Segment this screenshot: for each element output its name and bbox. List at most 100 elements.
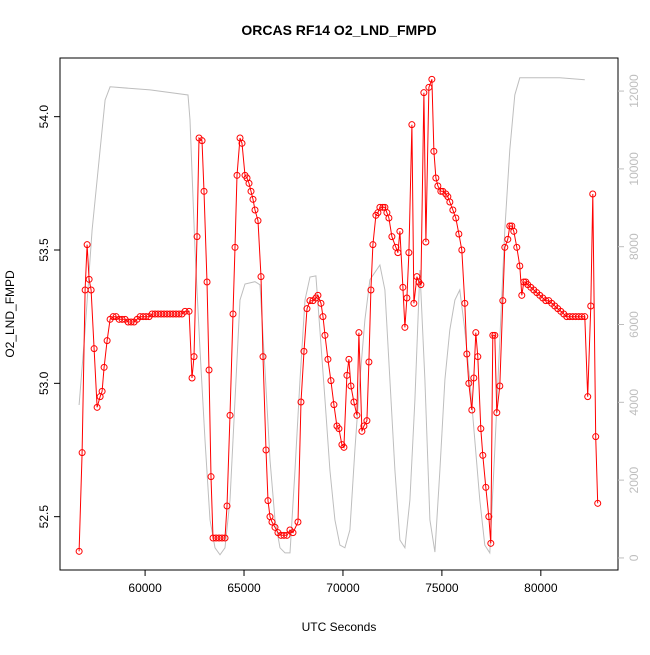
data-point xyxy=(399,283,407,291)
data-point xyxy=(425,83,433,91)
data-point xyxy=(257,273,265,281)
data-point xyxy=(100,363,108,371)
data-point xyxy=(428,75,436,83)
data-point xyxy=(193,233,201,241)
data-point xyxy=(259,353,267,361)
data-point xyxy=(205,366,213,374)
y2-tick-label: 6000 xyxy=(627,311,641,338)
data-point xyxy=(542,297,550,305)
data-point xyxy=(103,337,111,345)
y-tick-label: 54.0 xyxy=(37,105,51,129)
data-point xyxy=(432,174,440,182)
data-point xyxy=(78,449,86,457)
data-point xyxy=(350,398,358,406)
data-point xyxy=(518,291,526,299)
data-point xyxy=(306,297,314,305)
data-point xyxy=(496,382,504,390)
data-point xyxy=(297,398,305,406)
data-point xyxy=(226,411,234,419)
data-point xyxy=(449,206,457,214)
data-point xyxy=(233,171,241,179)
data-point xyxy=(482,483,490,491)
data-point xyxy=(347,382,355,390)
data-point xyxy=(238,139,246,147)
data-point xyxy=(200,187,208,195)
data-point xyxy=(294,518,302,526)
data-point xyxy=(303,305,311,313)
data-point xyxy=(271,523,279,531)
data-point xyxy=(501,243,509,251)
data-point xyxy=(581,313,589,321)
y-tick-label: 53.0 xyxy=(37,371,51,395)
data-point xyxy=(394,249,402,257)
series-line xyxy=(78,77,585,556)
data-point xyxy=(403,294,411,302)
data-point xyxy=(223,502,231,510)
data-point xyxy=(479,451,487,459)
data-point xyxy=(420,89,428,97)
data-point xyxy=(324,355,332,363)
data-point xyxy=(491,331,499,339)
data-point xyxy=(280,531,288,539)
data-point xyxy=(87,286,95,294)
data-point xyxy=(175,310,183,318)
data-point xyxy=(584,393,592,401)
data-point xyxy=(474,353,482,361)
x-tick-label: 75000 xyxy=(425,581,459,595)
data-point xyxy=(401,323,409,331)
data-point xyxy=(283,531,291,539)
data-point xyxy=(465,379,473,387)
data-point xyxy=(363,417,371,425)
y2-tick-label: 4000 xyxy=(627,389,641,416)
data-point xyxy=(321,331,329,339)
data-point xyxy=(468,406,476,414)
data-point xyxy=(587,302,595,310)
data-point xyxy=(203,278,211,286)
data-point xyxy=(485,513,493,521)
data-point xyxy=(463,350,471,358)
data-point xyxy=(385,214,393,222)
data-point xyxy=(181,307,189,315)
data-point xyxy=(434,182,442,190)
data-point xyxy=(594,499,602,507)
data-point xyxy=(218,534,226,542)
data-point xyxy=(330,401,338,409)
data-point xyxy=(190,353,198,361)
data-point xyxy=(452,214,460,222)
x-tick-label: 80000 xyxy=(524,581,558,595)
x-axis-label: UTC Seconds xyxy=(302,620,377,634)
data-point xyxy=(247,187,255,195)
data-point xyxy=(289,529,297,537)
data-point xyxy=(461,299,469,307)
data-point xyxy=(268,518,276,526)
data-point xyxy=(127,318,135,326)
data-point xyxy=(317,299,325,307)
data-point xyxy=(93,403,101,411)
data-point xyxy=(360,422,368,430)
y-tick-label: 53.5 xyxy=(37,238,51,262)
data-point xyxy=(185,307,193,315)
data-point xyxy=(249,195,257,203)
data-point xyxy=(118,315,126,323)
data-point xyxy=(254,217,262,225)
x-tick-label: 60000 xyxy=(128,581,162,595)
data-point xyxy=(493,409,501,417)
data-point xyxy=(388,233,396,241)
data-point xyxy=(198,137,206,145)
data-point xyxy=(188,374,196,382)
data-point xyxy=(245,179,253,187)
data-point xyxy=(408,121,416,129)
x-tick-label: 70000 xyxy=(326,581,360,595)
data-point xyxy=(513,243,521,251)
y2-tick-label: 8000 xyxy=(627,233,641,260)
data-point xyxy=(510,227,518,235)
y-tick-label: 52.5 xyxy=(37,505,51,529)
data-point xyxy=(262,446,270,454)
x-tick-label: 65000 xyxy=(227,581,261,595)
data-point xyxy=(369,241,377,249)
data-point xyxy=(264,497,272,505)
data-point xyxy=(327,377,335,385)
data-point xyxy=(458,246,466,254)
